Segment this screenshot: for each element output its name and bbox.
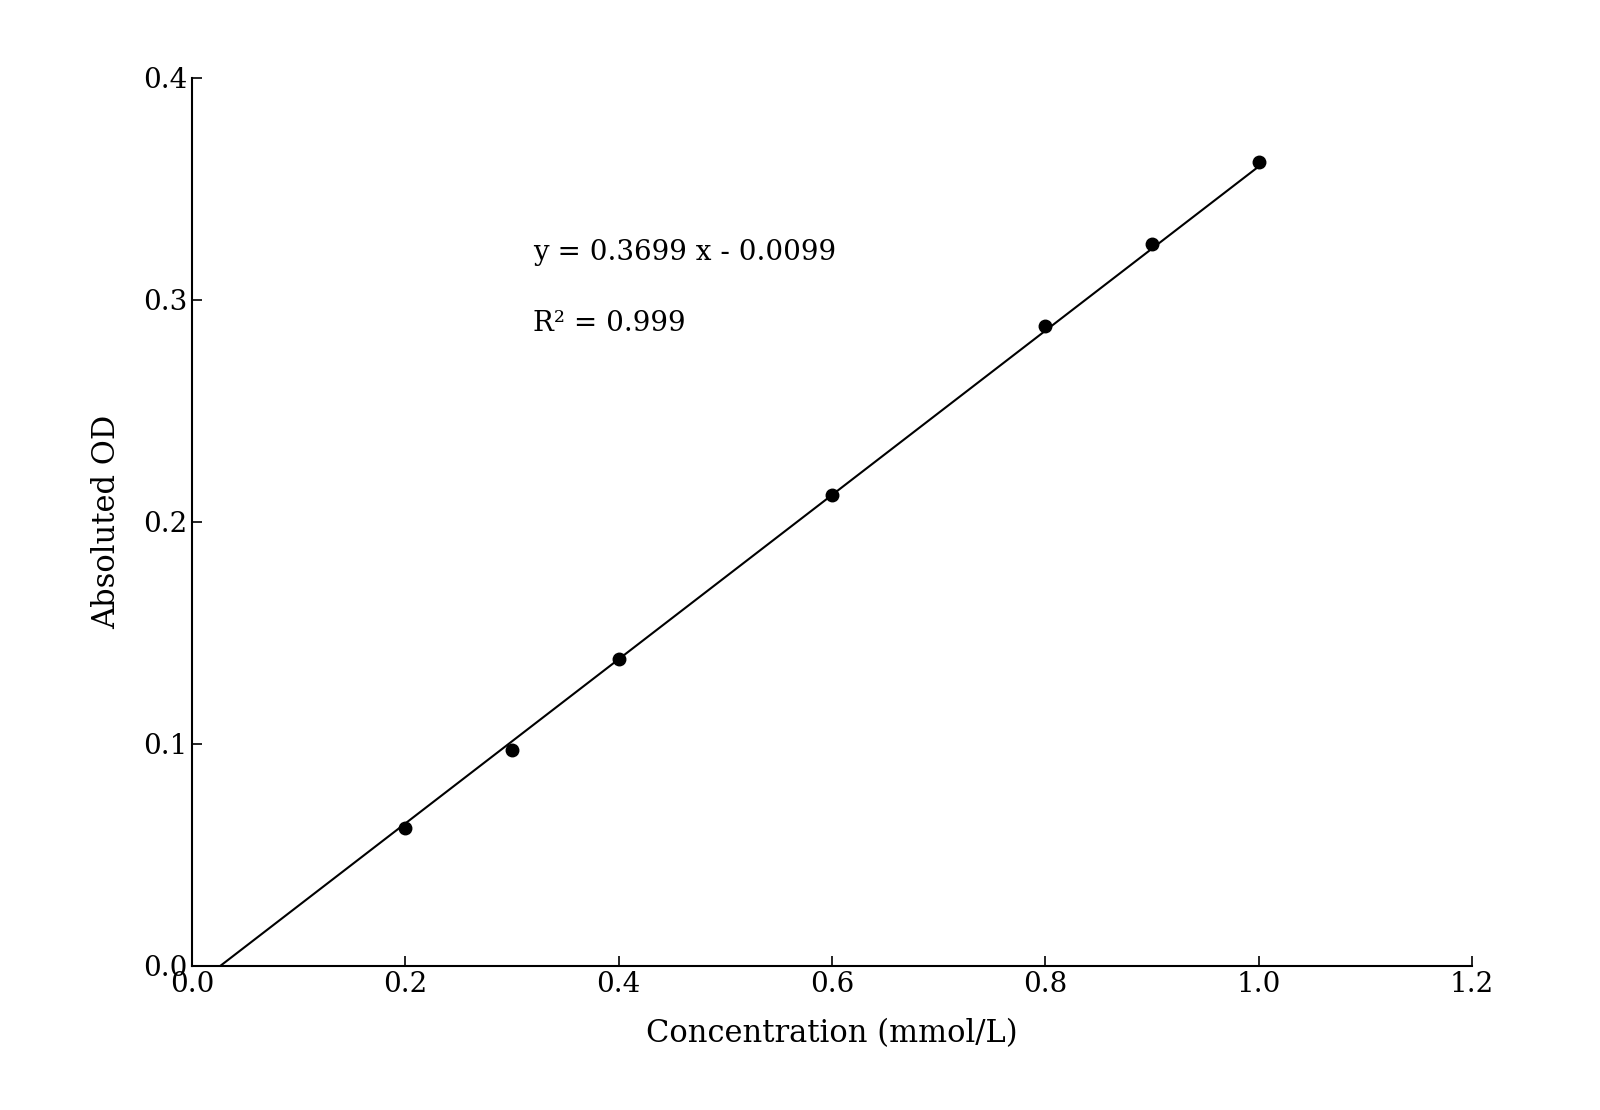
Point: [499, 741, 525, 759]
Point: [606, 650, 632, 668]
Point: [819, 486, 845, 504]
Text: y = 0.3699 x - 0.0099: y = 0.3699 x - 0.0099: [533, 240, 837, 266]
Point: [1032, 317, 1058, 335]
Point: [392, 819, 418, 837]
X-axis label: Concentration (mmol/L): Concentration (mmol/L): [646, 1018, 1018, 1049]
Point: [1246, 153, 1272, 171]
Text: R² = 0.999: R² = 0.999: [533, 311, 686, 337]
Point: [1139, 235, 1165, 253]
Y-axis label: Absoluted OD: Absoluted OD: [91, 414, 122, 629]
